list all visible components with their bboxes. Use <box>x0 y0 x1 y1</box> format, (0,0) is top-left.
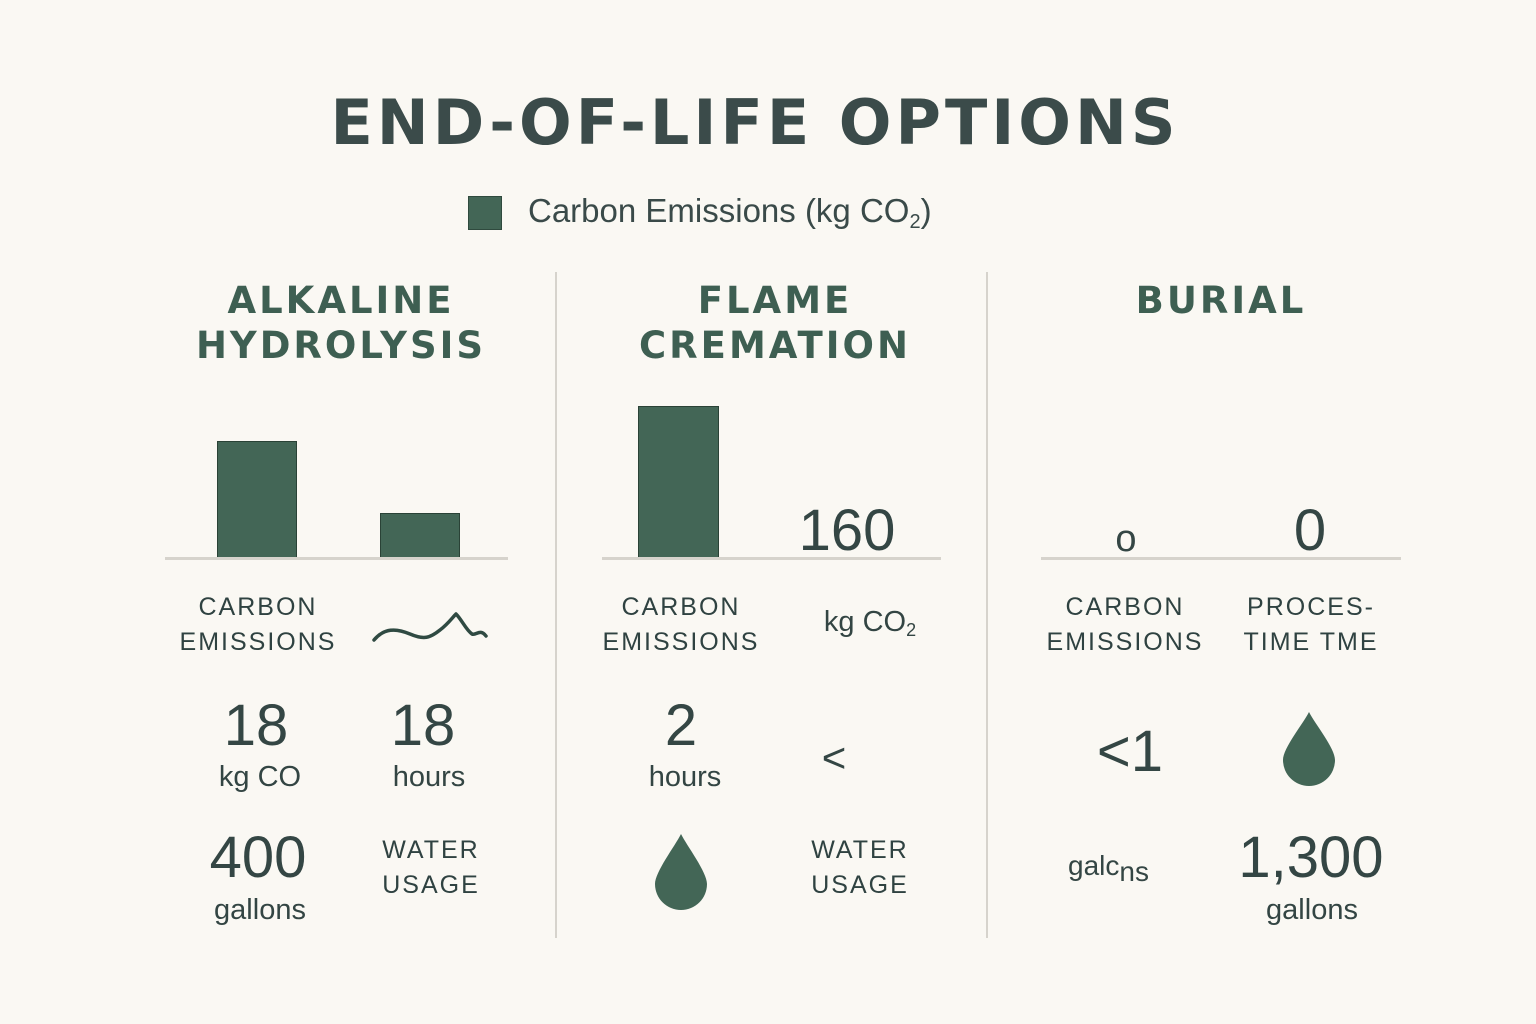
label-process-time: PROCES- TIME TME <box>1243 593 1379 656</box>
bar-carbon-emissions <box>217 441 297 558</box>
stat-unit: kg CO <box>218 761 302 793</box>
chart-baseline <box>165 557 508 560</box>
stat-value: 18 <box>390 693 456 758</box>
stat-value: <1 <box>1096 719 1164 784</box>
wave-line-icon <box>370 608 490 652</box>
chart-baseline <box>602 557 941 560</box>
page-title: END-OF-LIFE OPTIONS <box>330 86 1180 159</box>
legend: Carbon Emissions (kg CO2) <box>468 192 932 234</box>
water-drop-icon <box>1281 710 1337 788</box>
column-divider <box>555 272 557 938</box>
label-water-usage: WATER USAGE <box>382 836 480 899</box>
panel-heading: BURIAL <box>1135 279 1307 322</box>
bar-value-label: 160 <box>798 498 896 563</box>
bar-value-label: 0 <box>1293 498 1327 563</box>
stat-value: 2 <box>664 693 698 758</box>
bar-secondary <box>380 513 460 558</box>
label-water-usage: WATER USAGE <box>811 836 909 899</box>
stat-unit: hours <box>392 761 466 793</box>
heading-line: ALKALINE <box>227 279 455 322</box>
chart-baseline <box>1041 557 1401 560</box>
column-divider <box>986 272 988 938</box>
label-carbon-emissions: CARBON EMISSIONS <box>1046 593 1204 656</box>
label-carbon-emissions: CARBON EMISSIONS <box>179 593 337 656</box>
heading-line: FLAME <box>697 279 853 322</box>
panel-heading: ALKALINE HYDROLYSIS <box>196 278 486 368</box>
stat-unit: gallons <box>1266 894 1358 926</box>
label-unit-kg-co2: kg CO2 <box>823 606 917 640</box>
bar-carbon-emissions <box>638 406 719 558</box>
less-than-symbol: < <box>821 734 847 781</box>
legend-label: Carbon Emissions (kg CO2) <box>528 192 932 233</box>
bar-value-label: o <box>1115 518 1137 560</box>
stat-unit: hours <box>648 761 722 793</box>
heading-line: HYDROLYSIS <box>195 324 487 367</box>
panel-heading: FLAME CREMATION <box>639 278 911 368</box>
legend-swatch <box>468 196 502 230</box>
water-drop-icon <box>653 832 709 912</box>
stat-unit: galcns <box>1068 850 1149 887</box>
stat-value: 18 <box>223 693 289 758</box>
stat-value: 400 <box>209 825 307 890</box>
label-carbon-emissions: CARBON EMISSIONS <box>602 593 760 656</box>
stat-value: 1,300 <box>1238 825 1384 890</box>
stat-unit: gallons <box>214 894 306 926</box>
heading-line: CREMATION <box>639 324 911 367</box>
